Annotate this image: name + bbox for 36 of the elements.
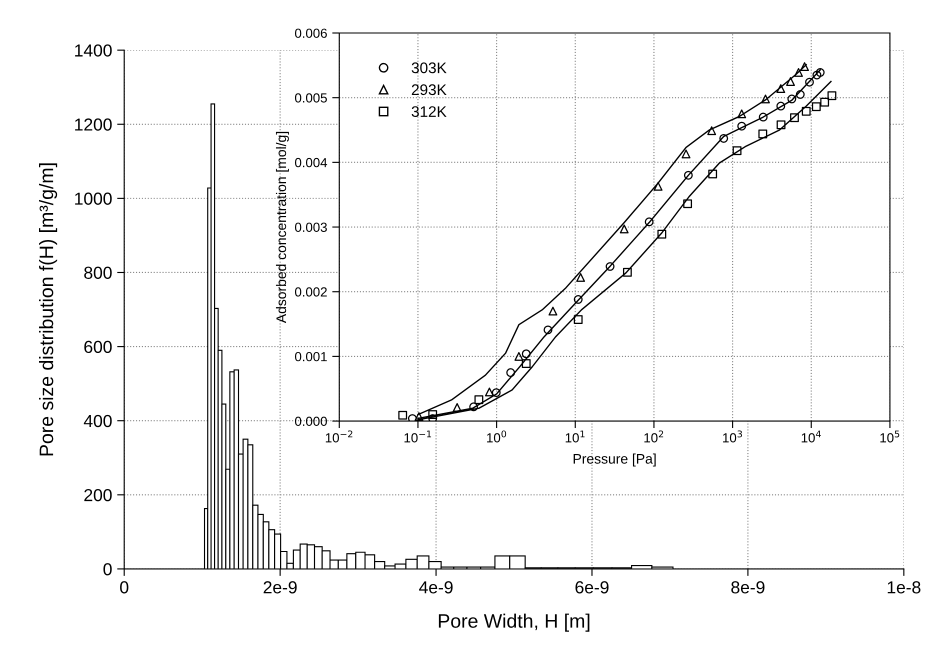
y-tick-label: 0.001 xyxy=(294,352,327,362)
y-tick-label: 0.005 xyxy=(294,93,327,103)
y-tick-label: 600 xyxy=(84,340,112,354)
y-tick-label: 0.006 xyxy=(294,28,327,38)
x-tick-label: 2e-9 xyxy=(264,581,297,594)
x-tick-label: 0 xyxy=(120,581,128,594)
y-tick-label: 0 xyxy=(103,563,112,576)
x-tick-label: 1e-8 xyxy=(888,581,920,594)
y-axis-title: Pore size distribution f(H) [m³/g/m] xyxy=(39,163,58,456)
x-tick-label: 10$^{−2}$ xyxy=(326,430,352,442)
y-tick-label: 1200 xyxy=(75,118,112,131)
x-tick-label: 8e-9 xyxy=(731,581,764,594)
x-tick-label: 10$^{4}$ xyxy=(802,430,821,442)
y-tick-label: 200 xyxy=(84,488,112,502)
y-tick-label: 400 xyxy=(84,414,112,428)
x-tick-label: 10$^{1}$ xyxy=(566,430,585,442)
x-tick-label: 10$^{−1}$ xyxy=(404,430,432,442)
y-tick-label: 0.003 xyxy=(294,222,327,232)
legend-label: 303K xyxy=(412,62,447,74)
x-tick-label: 10$^{2}$ xyxy=(644,430,664,442)
y-tick-label: 1000 xyxy=(75,192,112,205)
y-tick-label: 0.000 xyxy=(294,416,327,426)
legend-label: 312K xyxy=(412,106,447,118)
x-tick-label: 10$^{5}$ xyxy=(880,430,900,442)
x-axis-title: Pressure [Pa] xyxy=(574,454,656,466)
legend-label: 293K xyxy=(412,84,447,96)
x-tick-label: 6e-9 xyxy=(575,581,609,594)
y-axis-title: Adsorbed concentration [mol/g] xyxy=(276,132,289,324)
x-tick-label: 4e-9 xyxy=(419,581,453,594)
y-tick-label: 800 xyxy=(84,266,112,279)
y-tick-label: 0.002 xyxy=(294,287,327,297)
y-tick-label: 0.004 xyxy=(294,158,328,168)
x-tick-label: 10$^{3}$ xyxy=(723,430,742,442)
x-tick-label: 10$^{0}$ xyxy=(487,430,506,442)
y-tick-label: 1400 xyxy=(75,44,112,57)
x-axis-title: Pore Width, H [m] xyxy=(438,614,590,632)
